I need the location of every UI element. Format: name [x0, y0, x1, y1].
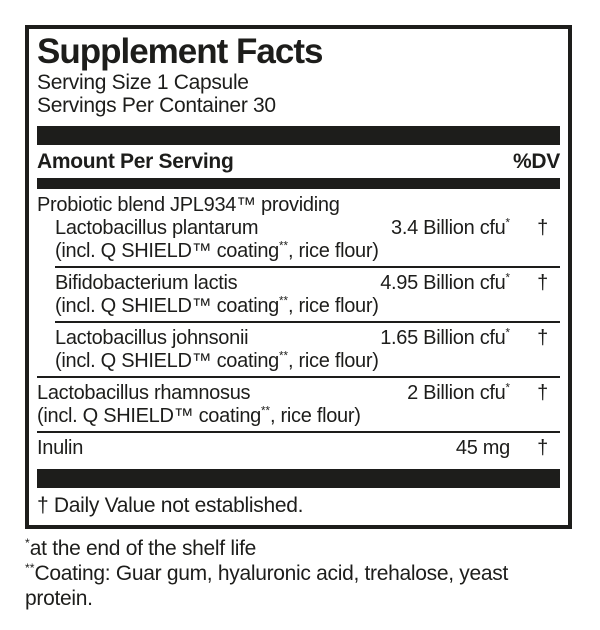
daily-value-note: † Daily Value not established. [37, 494, 304, 517]
percent-dv-header: %DV [513, 150, 560, 173]
ingredient-name: Lactobacillus johnsonii [55, 327, 249, 349]
ingredient-dv: † [537, 327, 548, 349]
ingredient-amount: 1.65 Billion cfu* [380, 326, 510, 349]
row-separator [37, 431, 560, 433]
separator-bar-header [37, 178, 560, 189]
ingredient-dv: † [537, 217, 548, 239]
ingredient-rows: Probiotic blend JPL934™ providing Lactoba… [37, 194, 560, 460]
ingredient-coating: (incl. Q SHIELD™ coating**, rice flour) [55, 239, 379, 262]
ingredient-row: Lactobacillus johnsonii 1.65 Billion cfu*… [37, 327, 560, 373]
ingredient-amount: 3.4 Billion cfu* [391, 216, 510, 239]
row-separator [55, 321, 560, 323]
separator-bar-top [37, 126, 560, 145]
footnote-shelf-life: *at the end of the shelf life [25, 536, 257, 560]
ingredient-row: Bifidobacterium lactis 4.95 Billion cfu* †… [37, 272, 560, 318]
ingredient-coating: (incl. Q SHIELD™ coating**, rice flour) [55, 294, 379, 317]
facts-title: Supplement Facts [37, 32, 323, 71]
ingredient-dv: † [537, 437, 548, 459]
ingredient-row: Lactobacillus rhamnosus 2 Billion cfu* † (i… [37, 382, 560, 428]
ingredient-amount: 4.95 Billion cfu* [380, 271, 510, 294]
ingredient-dv: † [537, 272, 548, 294]
ingredient-name: Lactobacillus plantarum [55, 217, 259, 239]
footnotes: *at the end of the shelf life **Coating:… [25, 536, 577, 611]
ingredient-name: Inulin [37, 437, 84, 459]
ingredient-name: Bifidobacterium lactis [55, 272, 238, 294]
serving-size: Serving Size 1 Capsule [37, 71, 249, 94]
ingredient-coating: (incl. Q SHIELD™ coating**, rice flour) [37, 404, 361, 427]
row-separator [55, 266, 560, 268]
ingredient-row: Inulin 45 mg † [37, 437, 560, 460]
footnote-coating: **Coating: Guar gum, hyaluronic acid, tr… [25, 561, 508, 610]
separator-bar-bottom [37, 469, 560, 488]
ingredient-row: Lactobacillus plantarum 3.4 Billion cfu* †… [37, 217, 560, 263]
ingredient-name: Lactobacillus rhamnosus [37, 382, 251, 404]
supplement-facts-panel: Supplement Facts Serving Size 1 Capsule … [25, 25, 572, 529]
ingredient-amount: 2 Billion cfu* [407, 381, 510, 404]
row-separator [37, 376, 560, 378]
ingredient-amount: 45 mg [455, 437, 510, 459]
ingredient-row: Probiotic blend JPL934™ providing [37, 194, 560, 217]
column-header-row: Amount Per Serving %DV [37, 150, 560, 174]
ingredient-name: Probiotic blend JPL934™ providing [37, 194, 340, 216]
ingredient-dv: † [537, 382, 548, 404]
servings-per-container: Servings Per Container 30 [37, 94, 276, 117]
ingredient-dv [510, 194, 560, 217]
ingredient-coating: (incl. Q SHIELD™ coating**, rice flour) [55, 349, 379, 372]
amount-per-serving-header: Amount Per Serving [37, 150, 234, 173]
